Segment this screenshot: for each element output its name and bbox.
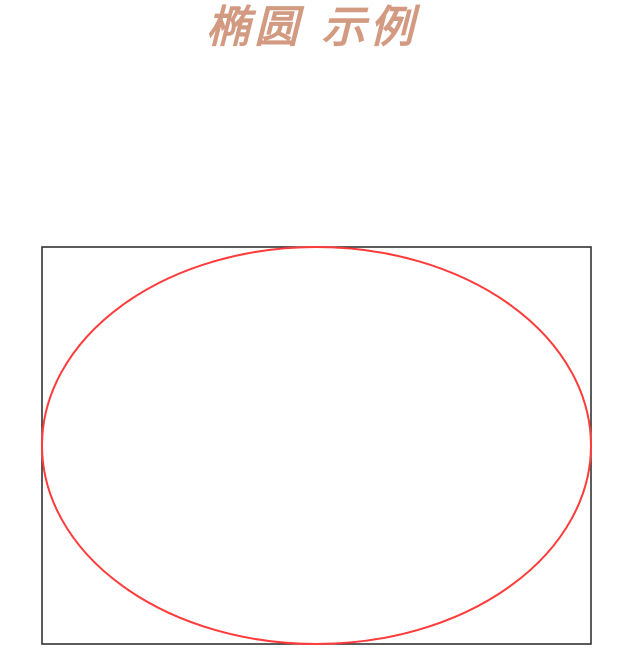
page-title: 椭圆 示例 xyxy=(206,2,418,53)
ellipse-shape xyxy=(41,246,592,645)
bounding-rectangle xyxy=(41,246,592,645)
